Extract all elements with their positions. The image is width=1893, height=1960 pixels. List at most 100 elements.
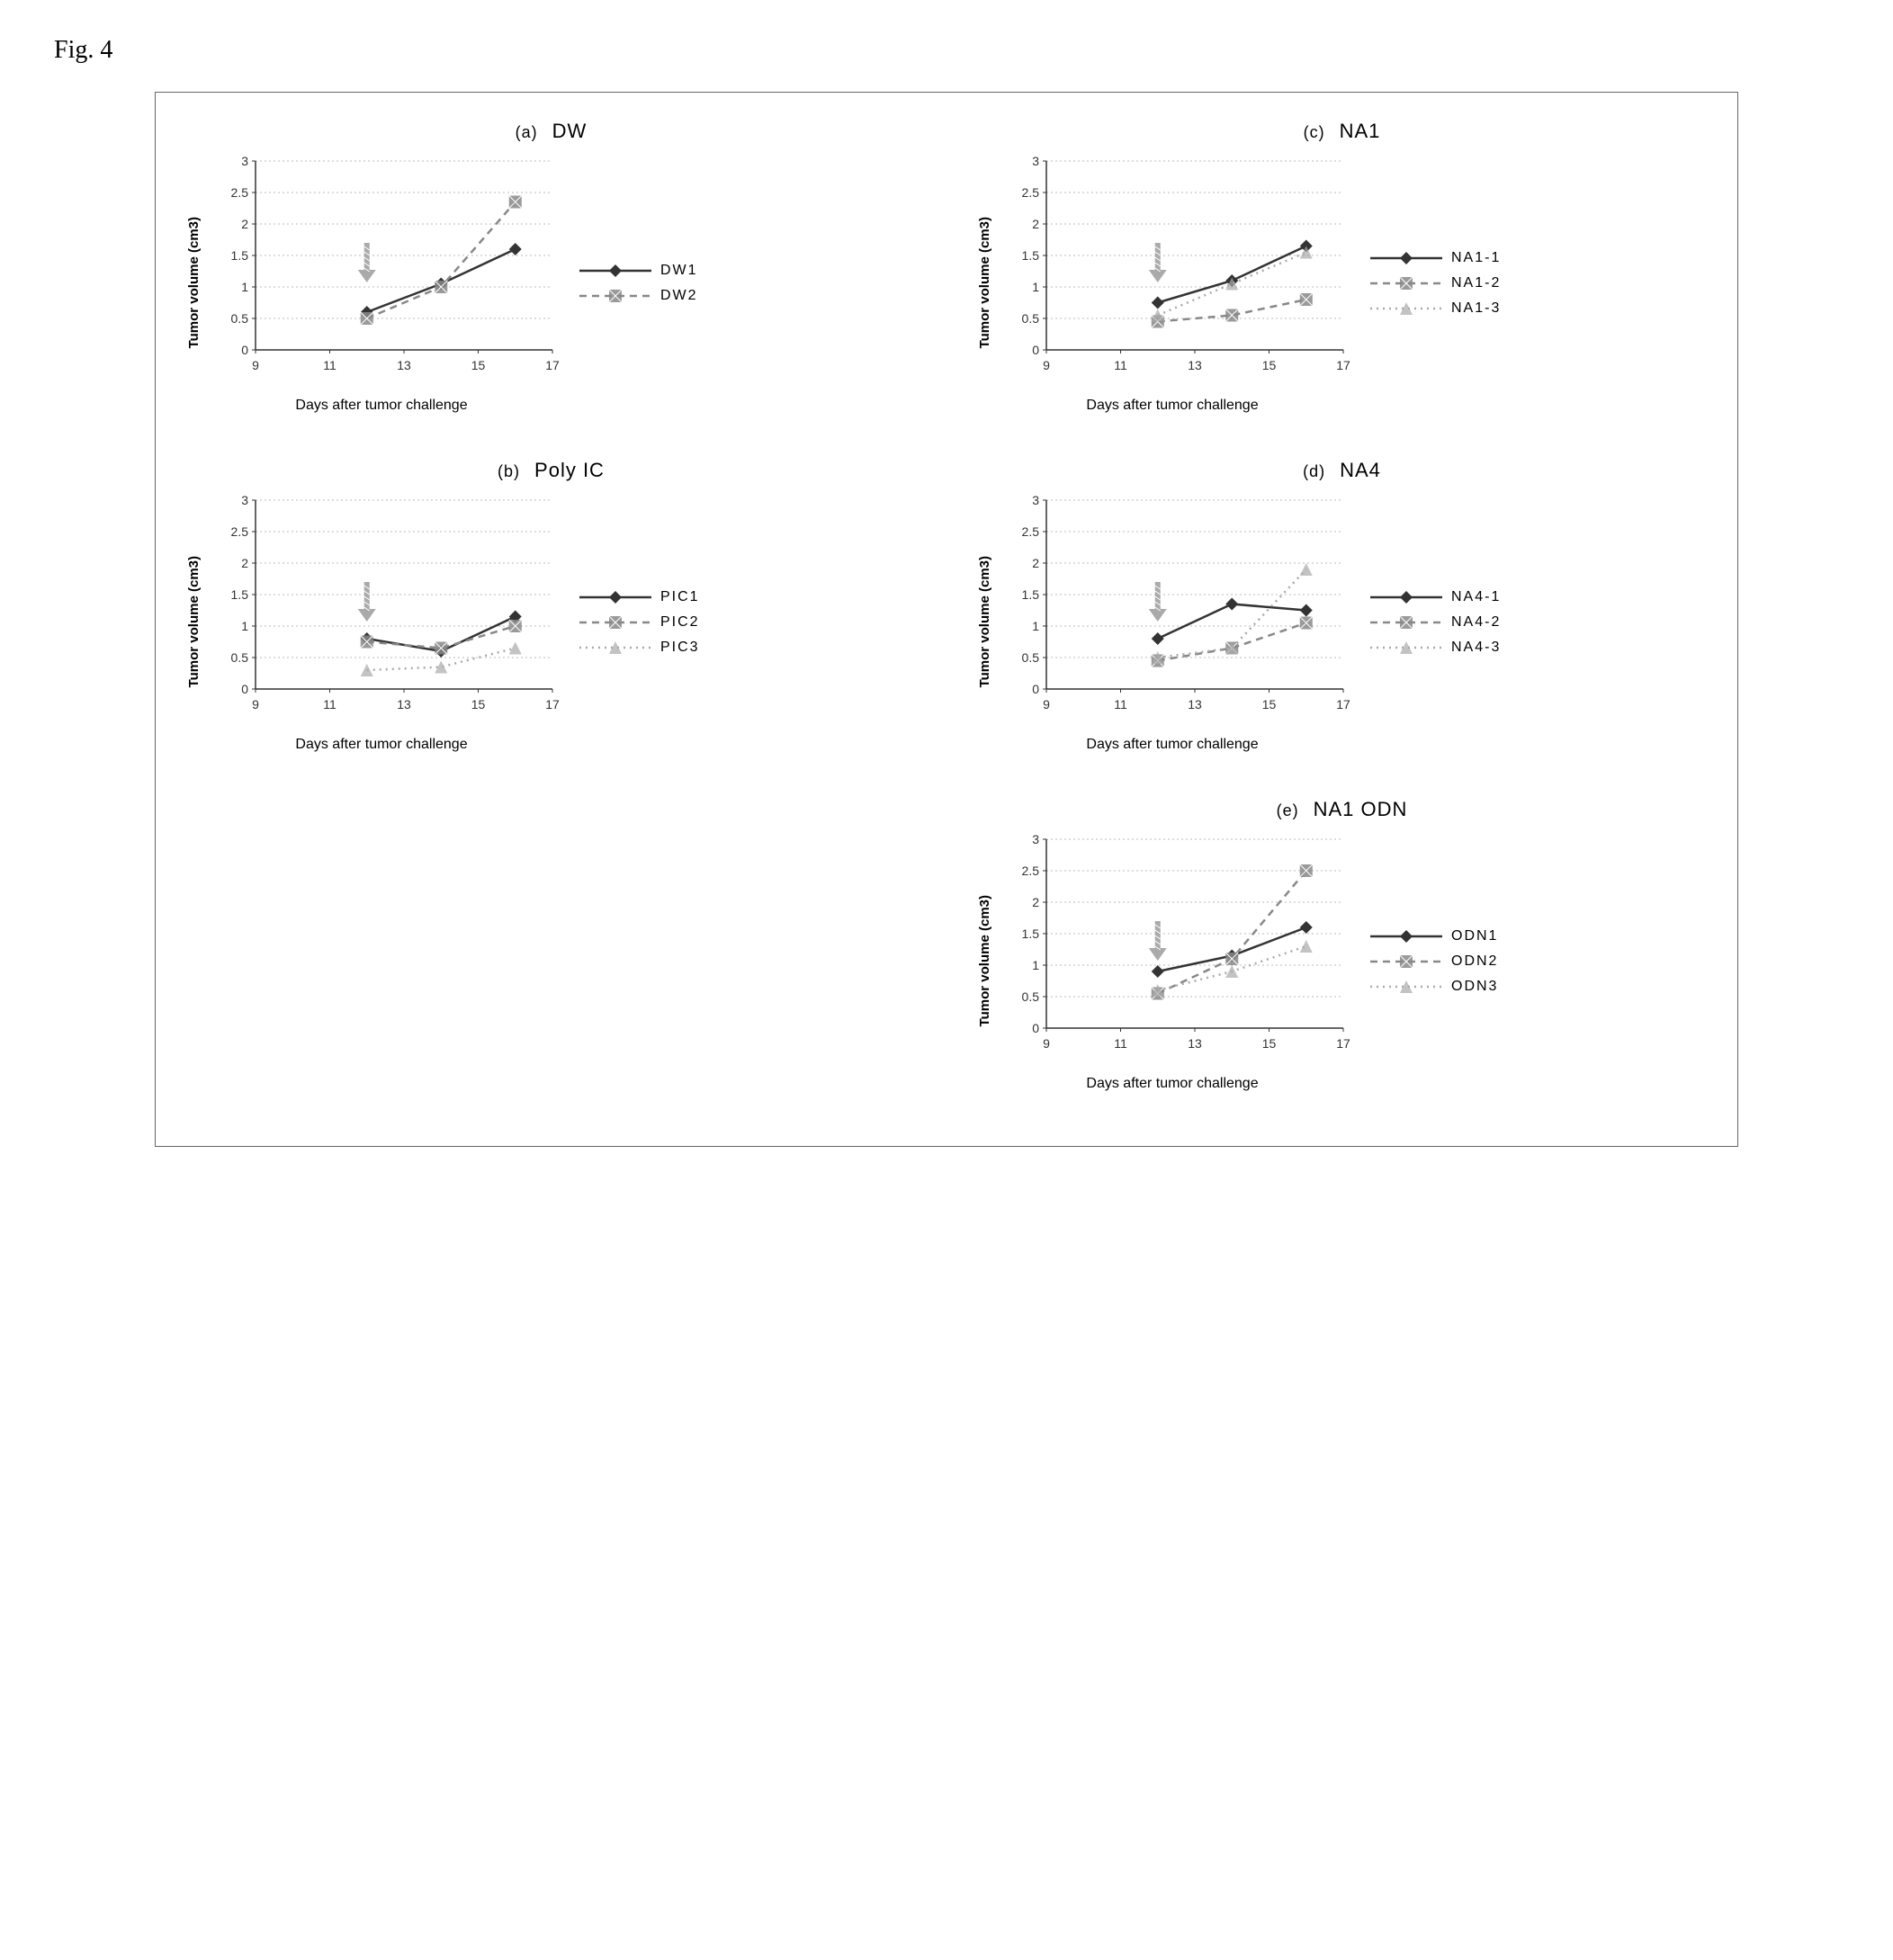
panel-name: NA4 [1340, 459, 1381, 481]
svg-text:9: 9 [1043, 358, 1050, 372]
svg-text:0: 0 [1032, 343, 1039, 357]
svg-text:13: 13 [397, 697, 411, 712]
legend-label: NA1-3 [1451, 300, 1501, 317]
x-axis-label: Days after tumor challenge [992, 398, 1352, 414]
svg-text:11: 11 [1114, 697, 1127, 712]
legend-item: NA1-1 [1370, 250, 1501, 266]
legend-item: NA4-3 [1370, 640, 1501, 656]
legend-marker-icon [579, 640, 651, 655]
legend-item: PIC1 [579, 589, 700, 605]
svg-text:13: 13 [1188, 358, 1202, 372]
svg-text:1: 1 [241, 619, 248, 633]
panel-title: (b) Poly IC [183, 459, 920, 482]
legend-item: PIC2 [579, 614, 700, 631]
legend-marker-icon [1370, 929, 1442, 944]
legend: PIC1 PIC2 PIC3 [579, 580, 700, 665]
legend-label: NA4-2 [1451, 614, 1501, 631]
legend-item: NA1-2 [1370, 275, 1501, 291]
svg-text:11: 11 [323, 697, 336, 712]
legend-item: NA4-1 [1370, 589, 1501, 605]
svg-text:11: 11 [323, 358, 336, 372]
panel-id: (e) [1277, 801, 1299, 819]
panel-id: (b) [498, 462, 520, 480]
legend-marker-icon [1370, 590, 1442, 604]
legend-label: DW1 [660, 263, 698, 279]
panel-name: NA1 [1340, 120, 1381, 142]
svg-text:0.5: 0.5 [231, 650, 249, 665]
legend: DW1DW2 [579, 254, 698, 313]
svg-text:0: 0 [1032, 682, 1039, 696]
legend-item: PIC3 [579, 640, 700, 656]
chart-area: 00.511.522.53911131517Days after tumor c… [202, 491, 561, 753]
svg-text:2.5: 2.5 [231, 185, 249, 200]
legend-item: NA4-2 [1370, 614, 1501, 631]
svg-text:15: 15 [471, 358, 486, 372]
svg-text:0: 0 [1032, 1021, 1039, 1035]
svg-text:0.5: 0.5 [231, 311, 249, 326]
svg-text:1.5: 1.5 [1022, 587, 1040, 602]
chart-area: 00.511.522.53911131517Days after tumor c… [992, 830, 1352, 1092]
panel-id: (c) [1304, 123, 1325, 141]
panel-title: (e)NA1 ODN [973, 798, 1710, 821]
svg-text:9: 9 [252, 697, 259, 712]
svg-text:1: 1 [1032, 619, 1039, 633]
svg-text:2: 2 [1032, 217, 1039, 231]
chart-area: 00.511.522.53911131517Days after tumor c… [992, 491, 1352, 753]
chart-wrap: Tumor volume (cm3)00.511.522.53911131517… [183, 152, 920, 414]
svg-text:1.5: 1.5 [231, 248, 249, 263]
svg-text:0.5: 0.5 [1022, 650, 1040, 665]
legend-marker-icon [1370, 251, 1442, 265]
svg-text:1: 1 [1032, 280, 1039, 294]
svg-text:2: 2 [241, 217, 248, 231]
svg-text:15: 15 [1262, 358, 1277, 372]
panel-name: DW [552, 120, 588, 142]
svg-text:1: 1 [241, 280, 248, 294]
svg-text:17: 17 [545, 358, 560, 372]
svg-text:3: 3 [241, 154, 248, 168]
y-axis-label: Tumor volume (cm3) [973, 556, 992, 687]
empty-cell [183, 798, 920, 1092]
svg-text:2.5: 2.5 [231, 524, 249, 539]
svg-text:1.5: 1.5 [1022, 926, 1040, 941]
chart-wrap: Tumor volume (cm3)00.511.522.53911131517… [973, 830, 1710, 1092]
chart-NA4: 00.511.522.53911131517 [992, 491, 1352, 725]
chart-NA1 ODN: 00.511.522.53911131517 [992, 830, 1352, 1064]
panel-title: (a)DW [183, 120, 920, 143]
chart-area: 00.511.522.53911131517Days after tumor c… [202, 152, 561, 414]
svg-text:2: 2 [241, 556, 248, 570]
svg-text:13: 13 [397, 358, 411, 372]
chart-wrap: Tumor volume (cm3)00.511.522.53911131517… [183, 491, 920, 753]
panel-name: Poly IC [534, 459, 605, 481]
svg-text:1.5: 1.5 [1022, 248, 1040, 263]
svg-text:17: 17 [545, 697, 560, 712]
x-axis-label: Days after tumor challenge [202, 398, 561, 414]
x-axis-label: Days after tumor challenge [992, 737, 1352, 753]
svg-text:15: 15 [1262, 1036, 1277, 1051]
x-axis-label: Days after tumor challenge [202, 737, 561, 753]
svg-text:3: 3 [1032, 493, 1039, 507]
legend-item: ODN1 [1370, 928, 1498, 944]
legend-marker-icon [579, 289, 651, 303]
svg-text:0.5: 0.5 [1022, 311, 1040, 326]
legend-label: NA4-3 [1451, 640, 1501, 656]
panel-a: (a)DWTumor volume (cm3)00.511.522.539111… [183, 120, 920, 414]
chart-DW: 00.511.522.53911131517 [202, 152, 561, 386]
legend-label: ODN2 [1451, 953, 1498, 970]
legend-label: NA1-1 [1451, 250, 1501, 266]
svg-text:17: 17 [1336, 358, 1350, 372]
legend-marker-icon [1370, 276, 1442, 291]
svg-text:2.5: 2.5 [1022, 185, 1040, 200]
svg-text:1: 1 [1032, 958, 1039, 972]
legend-marker-icon [1370, 301, 1442, 316]
chart-wrap: Tumor volume (cm3)00.511.522.53911131517… [973, 152, 1710, 414]
svg-text:0: 0 [241, 682, 248, 696]
legend-label: PIC3 [660, 640, 700, 656]
chart-wrap: Tumor volume (cm3)00.511.522.53911131517… [973, 491, 1710, 753]
legend-label: PIC2 [660, 614, 700, 631]
panel-c: (c)NA1Tumor volume (cm3)00.511.522.53911… [973, 120, 1710, 414]
legend-label: NA1-2 [1451, 275, 1501, 291]
legend-item: NA1-3 [1370, 300, 1501, 317]
x-axis-label: Days after tumor challenge [992, 1076, 1352, 1092]
legend-label: PIC1 [660, 589, 700, 605]
figure-panel-container: (a)DWTumor volume (cm3)00.511.522.539111… [155, 92, 1738, 1147]
